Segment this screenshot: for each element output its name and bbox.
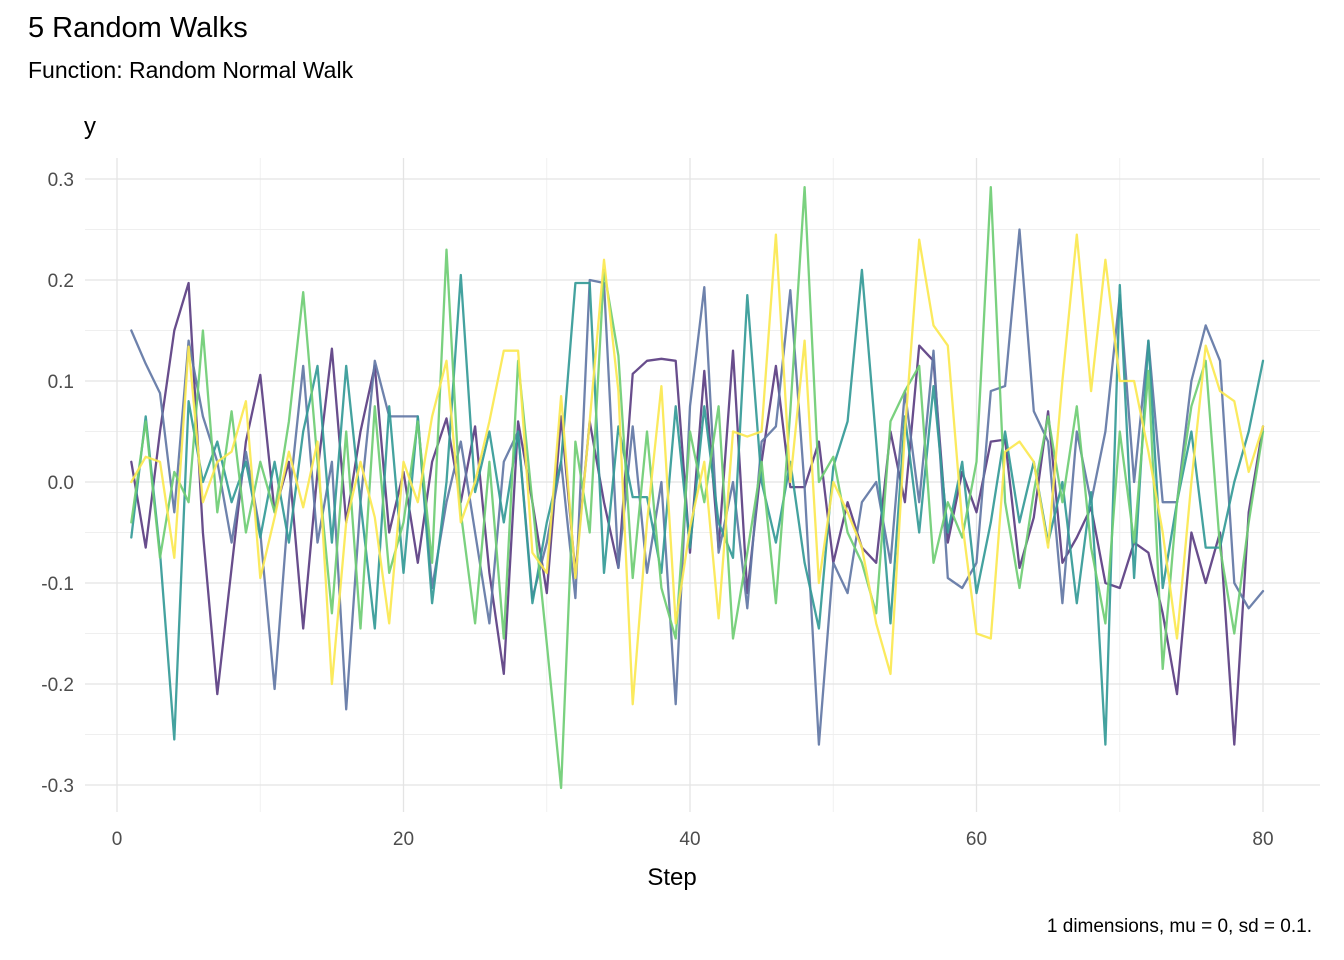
x-axis-title: Step xyxy=(647,864,697,891)
walk-line-2 xyxy=(130,228,1265,746)
walk-line-5 xyxy=(130,233,1265,706)
y-tick-label: -0.3 xyxy=(41,776,74,797)
y-tick-label: 0.3 xyxy=(48,170,74,191)
chart-caption: 1 dimensions, mu = 0, sd = 0.1. xyxy=(1046,916,1312,937)
y-tick-label: 0.2 xyxy=(48,271,74,292)
x-tick-label: 0 xyxy=(112,829,123,850)
y-tick-label: -0.2 xyxy=(41,675,74,696)
y-tick-label: -0.1 xyxy=(41,574,74,595)
walk-line-3 xyxy=(130,268,1265,746)
x-tick-label: 60 xyxy=(966,829,987,850)
x-tick-label: 80 xyxy=(1252,829,1273,850)
y-axis-title: y xyxy=(84,113,96,140)
x-tick-label: 20 xyxy=(393,829,414,850)
x-tick-label: 40 xyxy=(679,829,700,850)
y-tick-label: 0.0 xyxy=(48,473,74,494)
page-title: 5 Random Walks xyxy=(28,12,248,44)
page-subtitle: Function: Random Normal Walk xyxy=(28,57,354,83)
y-tick-label: 0.1 xyxy=(48,372,74,393)
